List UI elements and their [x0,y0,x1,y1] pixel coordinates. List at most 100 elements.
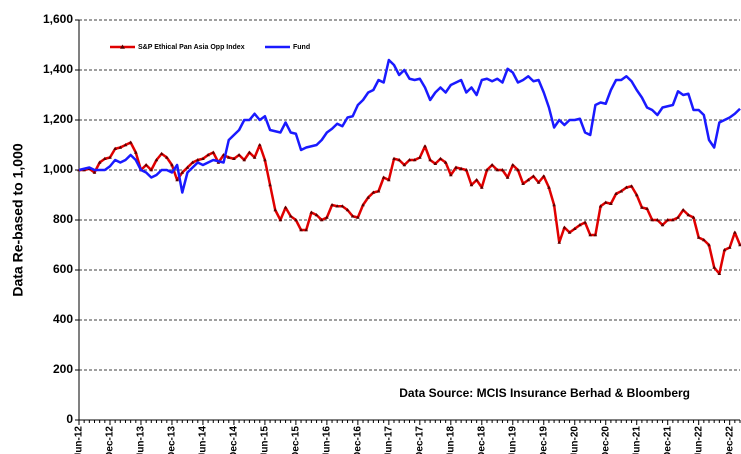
marker [583,220,587,224]
marker [412,158,417,162]
marker [170,163,174,167]
marker [598,204,603,208]
marker [92,170,97,174]
marker [226,155,231,159]
marker [479,185,484,189]
marker [402,163,407,167]
x-tick-label: Jun-15 [260,426,271,454]
marker [185,165,190,169]
marker [237,153,241,157]
x-tick-label: Jun-18 [445,426,456,454]
marker [738,243,741,247]
marker [609,201,613,206]
marker [588,233,593,237]
annotation: Data Source: MCIS Insurance Berhad & Blo… [399,386,690,400]
marker [423,144,427,148]
marker [557,240,562,244]
marker [438,156,443,161]
marker [691,215,696,219]
marker [376,189,381,193]
x-tick-label: Dec-21 [662,426,673,454]
x-tick-label: Dec-17 [414,426,425,454]
x-tick-label: Dec-22 [724,426,735,454]
marker [629,184,634,188]
y-tick-label: 600 [53,262,73,276]
marker [562,225,567,229]
marker [387,178,391,182]
marker [180,170,185,174]
marker [681,208,685,212]
x-tick-label: Dec-14 [229,426,240,454]
marker [154,158,159,162]
marker [474,178,479,182]
x-tick-label: Dec-19 [538,426,549,454]
marker [128,140,133,144]
marker [650,218,655,222]
marker [603,200,608,204]
marker [149,168,154,172]
marker [567,230,572,234]
marker [619,189,624,193]
x-tick-label: Jun-16 [322,426,333,454]
marker [159,151,164,156]
marker [614,191,618,196]
marker [252,155,257,159]
marker [578,223,582,227]
marker [195,158,200,162]
marker [490,163,494,167]
marker [371,190,376,194]
marker [288,214,293,218]
marker [495,168,500,172]
marker [640,205,644,209]
marker [263,158,267,162]
y-tick-label: 1,000 [43,162,73,176]
marker [242,158,247,162]
marker [717,271,722,276]
marker [536,180,541,184]
x-tick-label: Dec-18 [476,426,487,454]
marker [144,163,148,167]
marker [356,215,360,219]
marker [247,150,252,154]
marker [671,218,675,222]
marker [103,156,107,161]
marker [727,245,732,249]
x-tick-label: Jun-14 [198,426,209,454]
y-tick-label: 400 [53,312,73,326]
marker [273,208,278,212]
marker [418,155,422,159]
marker [278,218,283,222]
x-tick-label: Jun-20 [569,426,580,454]
x-tick-label: Jun-19 [507,426,518,454]
marker [459,166,463,171]
series-line [78,58,741,194]
marker [541,174,546,178]
marker [113,146,117,151]
y-tick-label: 800 [53,212,73,226]
x-tick-label: Dec-20 [600,426,611,454]
marker [314,213,319,217]
marker [510,163,515,167]
marker [433,161,438,166]
x-tick-label: Dec-12 [105,426,116,454]
marker [407,158,412,162]
marker [686,213,691,217]
x-tick-label: Dec-13 [167,426,178,454]
marker [593,233,598,237]
y-tick-label: 1,400 [43,62,73,76]
marker [335,204,340,208]
marker [206,153,210,157]
marker [340,204,345,208]
marker [469,183,474,187]
marker [547,185,551,189]
marker [531,174,536,178]
marker [634,193,639,197]
marker [516,168,520,172]
marker [454,165,458,169]
marker [134,150,138,154]
marker [232,156,236,161]
marker [676,215,680,219]
marker [361,203,365,207]
marker [299,228,303,232]
